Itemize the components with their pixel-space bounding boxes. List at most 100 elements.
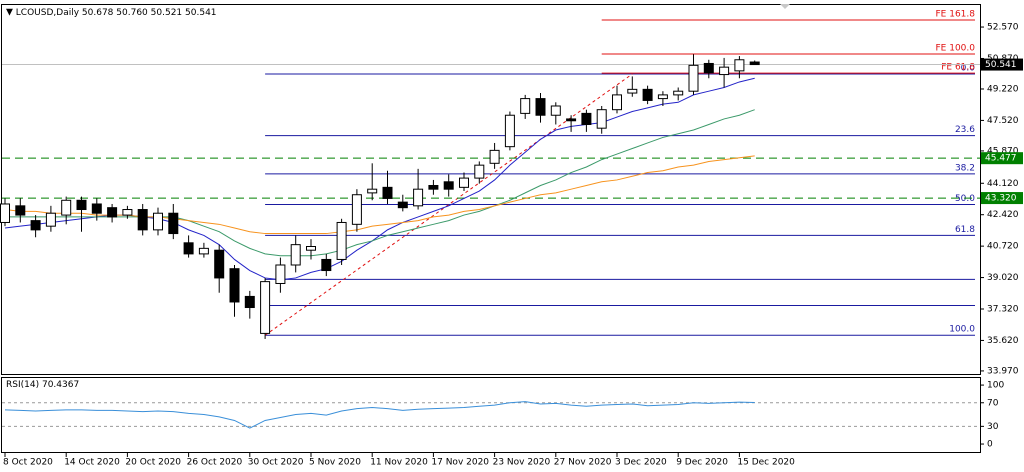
candle-body [15, 205, 26, 216]
symbol: LCOUSD,Daily [16, 8, 80, 18]
fib-label: 50.0 [955, 194, 975, 204]
candle-body [657, 94, 668, 100]
candle-body [275, 264, 286, 284]
candle-body [168, 212, 179, 235]
x-tick-label: 15 Dec 2020 [737, 458, 795, 468]
candle-body [413, 188, 424, 207]
x-tick-label: 26 Oct 2020 [187, 458, 243, 468]
candle-body [520, 98, 531, 114]
x-tick-label: 5 Nov 2020 [309, 458, 361, 468]
y-tick-label: 52.570 [987, 23, 1019, 33]
candle-body [0, 203, 10, 223]
candle-body [183, 242, 194, 255]
fib-label: FE 161.8 [936, 10, 976, 20]
ohlc-high: 50.760 [116, 8, 148, 18]
x-tick-label: 27 Nov 2020 [554, 458, 612, 468]
candle-body [198, 247, 209, 255]
x-tick-label: 14 Oct 2020 [64, 458, 120, 468]
candle-body [229, 268, 240, 303]
ohlc-low: 50.521 [151, 8, 183, 18]
candle-body [76, 199, 87, 211]
y-tick-label: 42.420 [987, 210, 1019, 220]
candle-body [489, 149, 500, 164]
candle-body [535, 98, 546, 116]
candle-body [107, 207, 118, 218]
candle-body [306, 246, 316, 251]
x-tick-label: 9 Dec 2020 [676, 458, 728, 468]
candle-body [336, 221, 347, 260]
fib-label: 0.0 [961, 64, 976, 74]
ohlc-close: 50.541 [185, 8, 217, 18]
candle-body [504, 114, 515, 148]
candle-body [627, 88, 638, 94]
moving-average [5, 109, 755, 257]
candle-body [459, 177, 469, 188]
candle-body [428, 184, 439, 190]
y-tick-label: 100 [987, 381, 1004, 391]
y-tick-label: 30 [987, 422, 999, 432]
main-panel [1, 4, 981, 375]
candle-body [290, 244, 301, 266]
price-label-box [981, 58, 1023, 71]
x-tick-label: 17 Nov 2020 [431, 458, 489, 468]
candle-body [397, 201, 408, 209]
candle-body [30, 220, 41, 231]
fib-label: 38.2 [955, 163, 975, 173]
candle-body [137, 209, 148, 231]
fib-label: FE 100.0 [936, 44, 976, 54]
chart-title: ▼ LCOUSD,Daily 50.678 50.760 50.521 50.5… [6, 8, 217, 18]
price-label: 45.477 [985, 154, 1017, 164]
candle-body [244, 295, 255, 309]
candle-body [382, 186, 393, 199]
x-tick-label: 23 Nov 2020 [493, 458, 551, 468]
candle-body [734, 59, 745, 72]
candle-body [61, 199, 72, 216]
y-tick-label: 44.120 [987, 179, 1019, 189]
candle-body [367, 188, 378, 194]
rsi-name: RSI(14) [6, 380, 39, 390]
candle-body [91, 203, 102, 214]
price-label: 43.320 [985, 194, 1017, 204]
price-label-box [981, 152, 1023, 165]
fib-label: 23.6 [955, 125, 975, 135]
candle-body [612, 94, 622, 111]
candle-body [596, 109, 607, 129]
rsi-line [4, 401, 755, 429]
price-label-box [981, 192, 1023, 205]
y-tick-label: 0 [987, 440, 993, 450]
candle-body [703, 62, 714, 74]
y-tick-label: 47.520 [987, 116, 1019, 126]
y-tick-label: 37.320 [987, 304, 1019, 314]
candle-body [642, 88, 653, 101]
y-tick-label: 45.870 [987, 146, 1019, 156]
rsi-title: RSI(14) 70.4367 [6, 380, 79, 390]
rsi-value: 70.4367 [42, 380, 79, 390]
candle-body [153, 212, 163, 231]
ohlc-open: 50.678 [82, 8, 114, 18]
y-tick-label: 70 [987, 398, 999, 408]
y-tick-label: 49.220 [987, 84, 1019, 94]
candle-body [749, 61, 760, 66]
candle-body [566, 118, 577, 122]
fib-label: FE 61.8 [941, 63, 975, 73]
x-tick-label: 30 Oct 2020 [248, 458, 304, 468]
y-tick-label: 40.720 [987, 242, 1019, 252]
candle-body [214, 249, 225, 279]
candle-body [122, 209, 133, 216]
fib-label: 100.0 [949, 325, 975, 335]
price-label: 50.541 [985, 60, 1017, 70]
candle-body [719, 66, 730, 76]
candle-body [443, 181, 454, 190]
candle-body [474, 164, 485, 179]
y-tick-label: 35.620 [987, 336, 1019, 346]
candle-body [351, 194, 362, 225]
candle-body [321, 258, 332, 272]
rsi-panel [1, 377, 981, 453]
candle-body [673, 90, 684, 96]
candle-body [45, 212, 56, 227]
x-tick-label: 20 Oct 2020 [125, 458, 181, 468]
x-tick-label: 8 Oct 2020 [3, 458, 53, 468]
candle-body [550, 105, 561, 116]
